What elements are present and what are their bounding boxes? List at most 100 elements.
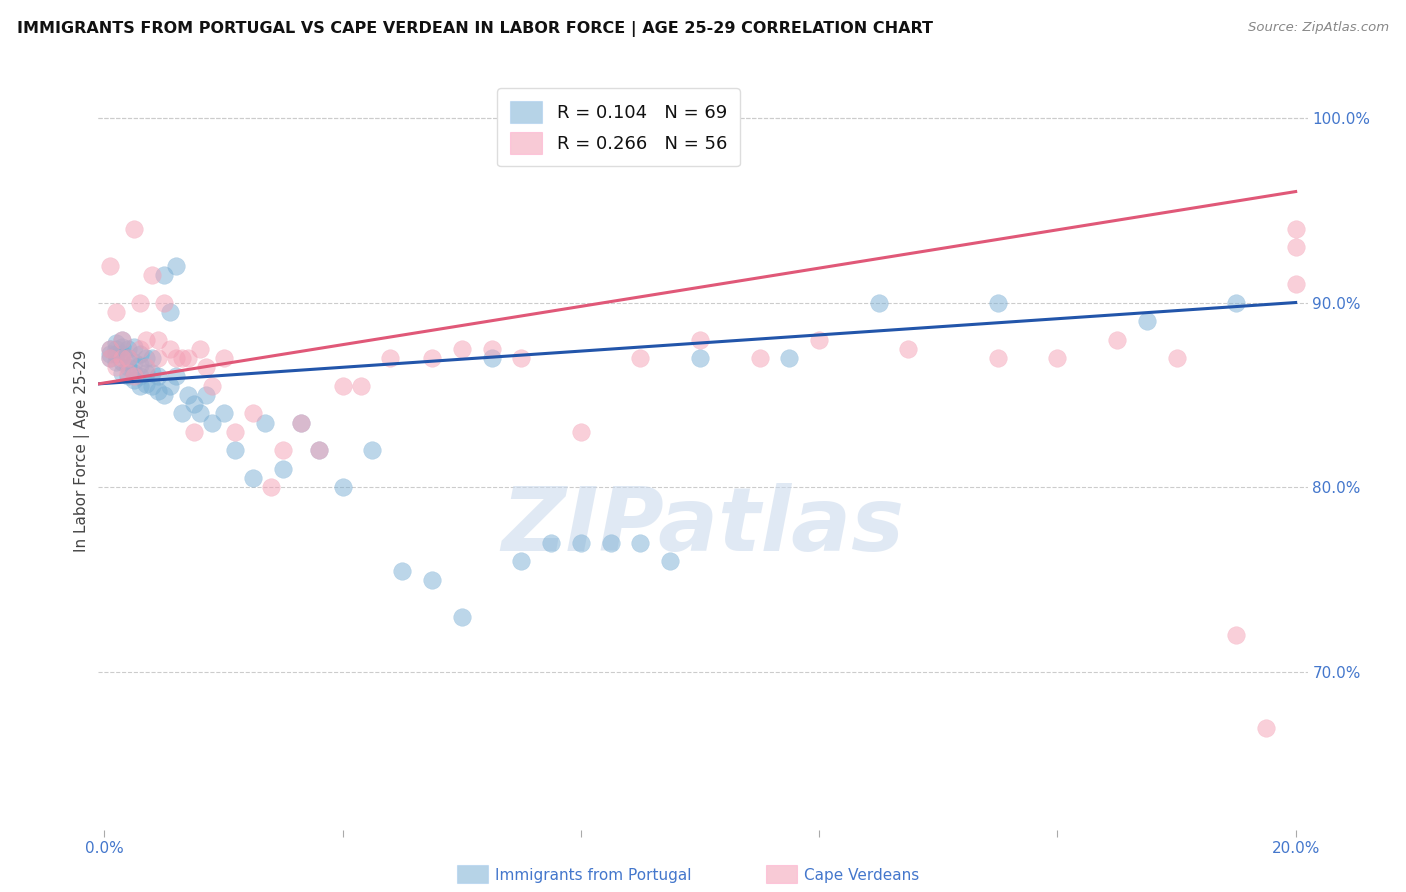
Point <box>987 295 1010 310</box>
Point <box>510 351 533 365</box>
Point <box>111 354 134 368</box>
Point <box>540 536 562 550</box>
Point <box>361 443 384 458</box>
Point <box>117 351 139 365</box>
Point <box>129 342 152 356</box>
Point <box>1285 240 1308 254</box>
Point <box>111 347 134 361</box>
Point <box>510 554 533 568</box>
Point <box>1285 221 1308 235</box>
Point <box>159 342 181 356</box>
Point <box>188 342 211 356</box>
Point <box>689 333 711 347</box>
Point <box>129 347 152 361</box>
Point <box>98 342 121 356</box>
Point <box>111 333 134 347</box>
Point <box>450 342 472 356</box>
Point <box>630 351 652 365</box>
Point <box>242 471 264 485</box>
Point <box>1136 314 1159 328</box>
Point <box>183 397 205 411</box>
Point <box>129 378 152 392</box>
Point <box>1166 351 1188 365</box>
Point <box>135 351 157 365</box>
Point <box>105 342 128 356</box>
Point <box>224 443 246 458</box>
Point <box>380 351 402 365</box>
Point <box>141 268 163 282</box>
Point <box>630 536 652 550</box>
Point <box>897 342 920 356</box>
Point <box>177 388 200 402</box>
Point <box>748 351 770 365</box>
Point <box>146 369 169 384</box>
Point <box>129 295 152 310</box>
Text: ZIPatlas: ZIPatlas <box>502 483 904 570</box>
Point <box>135 366 157 380</box>
Point <box>224 425 246 439</box>
Point <box>1046 351 1069 365</box>
Point <box>122 366 145 380</box>
Point <box>153 388 176 402</box>
Point <box>122 340 145 354</box>
Point <box>200 378 222 392</box>
Point <box>117 366 139 380</box>
Point <box>153 268 176 282</box>
Point <box>105 360 128 375</box>
Legend: R = 0.104   N = 69, R = 0.266   N = 56: R = 0.104 N = 69, R = 0.266 N = 56 <box>498 88 740 166</box>
Point <box>290 416 312 430</box>
Text: IMMIGRANTS FROM PORTUGAL VS CAPE VERDEAN IN LABOR FORCE | AGE 25-29 CORRELATION : IMMIGRANTS FROM PORTUGAL VS CAPE VERDEAN… <box>17 21 932 37</box>
Point <box>170 407 193 421</box>
Point <box>117 342 139 356</box>
Point <box>117 360 139 375</box>
Point <box>135 376 157 391</box>
Point <box>659 554 682 568</box>
Point <box>98 351 121 365</box>
Point <box>254 416 277 430</box>
Text: Immigrants from Portugal: Immigrants from Portugal <box>495 869 692 883</box>
Point <box>599 536 621 550</box>
Point <box>146 333 169 347</box>
Point <box>194 388 217 402</box>
Point <box>308 443 330 458</box>
Point <box>420 573 443 587</box>
Y-axis label: In Labor Force | Age 25-29: In Labor Force | Age 25-29 <box>75 350 90 551</box>
Point <box>165 259 187 273</box>
Point <box>183 425 205 439</box>
Point <box>332 480 354 494</box>
Point <box>170 351 193 365</box>
Point <box>129 369 152 384</box>
Point <box>260 480 283 494</box>
Point <box>569 425 592 439</box>
Point <box>188 407 211 421</box>
Text: Cape Verdeans: Cape Verdeans <box>804 869 920 883</box>
Point <box>290 416 312 430</box>
Point <box>332 378 354 392</box>
Point <box>146 351 169 365</box>
Point <box>569 536 592 550</box>
Point <box>481 351 503 365</box>
Point <box>111 340 134 354</box>
Point <box>98 347 121 361</box>
Point <box>122 221 145 235</box>
Point <box>1285 277 1308 291</box>
Point <box>177 351 200 365</box>
Point <box>141 378 163 392</box>
Point <box>105 347 128 361</box>
Point <box>117 369 139 384</box>
Point <box>450 610 472 624</box>
Point <box>689 351 711 365</box>
Point <box>165 351 187 365</box>
Point <box>1105 333 1128 347</box>
Point <box>159 305 181 319</box>
Point <box>153 295 176 310</box>
Point <box>212 407 235 421</box>
Point <box>98 259 121 273</box>
Point <box>1225 628 1247 642</box>
Point <box>111 333 134 347</box>
Point <box>1225 295 1247 310</box>
Point <box>159 378 181 392</box>
Point <box>141 366 163 380</box>
Point <box>391 564 413 578</box>
Point <box>778 351 800 365</box>
